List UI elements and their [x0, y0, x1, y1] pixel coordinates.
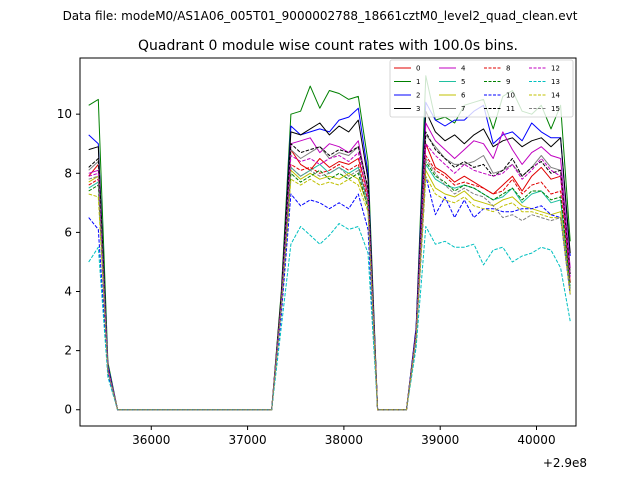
series-layer	[88, 75, 571, 411]
series-line-4	[88, 122, 571, 411]
series-line-9	[88, 161, 571, 411]
series-line-1	[88, 75, 571, 411]
legend-box	[389, 59, 574, 118]
series-line-2	[88, 101, 571, 411]
legend-label-7: 7	[461, 105, 465, 113]
data-file-caption: Data file: modeM0/AS1A06_005T01_90000027…	[63, 9, 578, 23]
legend-label-10: 10	[506, 92, 515, 100]
y-tick-label: 0	[64, 403, 72, 417]
series-line-8	[88, 155, 571, 411]
series-line-6	[88, 169, 571, 411]
legend-label-15: 15	[551, 105, 560, 113]
legend-label-8: 8	[506, 65, 510, 73]
y-tick-label: 4	[64, 285, 72, 299]
x-offset-label: +2.9e8	[543, 456, 587, 470]
legend-label-4: 4	[461, 65, 466, 73]
legend-label-5: 5	[461, 78, 465, 86]
legend-label-6: 6	[461, 92, 466, 100]
legend-label-9: 9	[506, 78, 510, 86]
x-tick-label: 39000	[421, 433, 459, 447]
series-line-13	[88, 223, 571, 411]
plot-frame	[79, 57, 577, 427]
series-line-0	[88, 143, 571, 411]
legend-label-12: 12	[551, 65, 560, 73]
y-tick-label: 6	[64, 225, 72, 239]
x-tick-label: 40000	[517, 433, 555, 447]
axis-ticks: 36000 37000 38000 39000 40000 0 2 4 6 8 10	[57, 107, 556, 447]
legend-label-1: 1	[416, 78, 420, 86]
legend-label-14: 14	[551, 92, 560, 100]
series-line-5	[88, 163, 571, 411]
y-tick-label: 8	[64, 166, 72, 180]
series-line-10	[88, 175, 571, 411]
x-tick-label: 36000	[132, 433, 170, 447]
series-line-15	[88, 158, 571, 411]
legend-label-11: 11	[506, 105, 515, 113]
series-line-14	[88, 175, 571, 411]
legend-label-2: 2	[416, 92, 420, 100]
series-line-12	[88, 143, 571, 411]
x-tick-label: 37000	[228, 433, 266, 447]
y-tick-label: 10	[57, 107, 72, 121]
x-tick-label: 38000	[325, 433, 363, 447]
y-tick-label: 2	[64, 344, 72, 358]
chart-title: Quadrant 0 module wise count rates with …	[138, 38, 518, 54]
legend-label-13: 13	[551, 78, 560, 86]
legend-label-0: 0	[416, 65, 420, 73]
legend-label-3: 3	[416, 105, 420, 113]
